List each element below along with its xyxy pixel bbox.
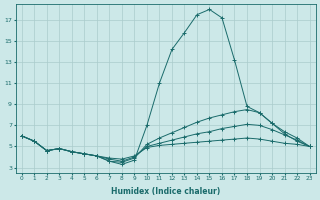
- X-axis label: Humidex (Indice chaleur): Humidex (Indice chaleur): [111, 187, 220, 196]
